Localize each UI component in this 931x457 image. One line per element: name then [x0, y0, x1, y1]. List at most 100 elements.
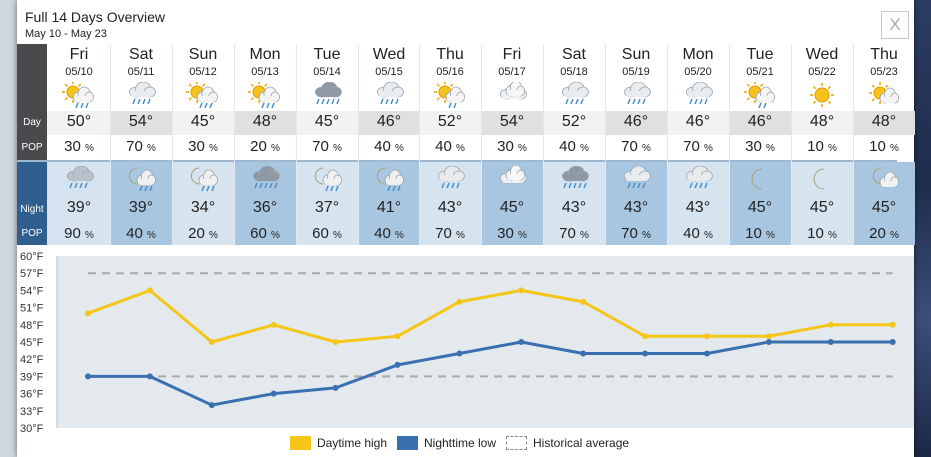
day-name: Fri — [69, 46, 89, 63]
night-pop: 10 % — [791, 225, 853, 242]
day-name: Sun — [188, 46, 218, 63]
cloud-rain-icon — [110, 81, 172, 108]
day-name: Mon — [682, 46, 714, 63]
day-date: 05/14 — [313, 66, 341, 78]
cloud-rain-icon — [685, 165, 713, 189]
day-highlight — [481, 111, 543, 135]
daytime-high-point — [85, 310, 91, 317]
day-pop-value: 10 — [869, 138, 886, 155]
day-name: Sat — [561, 46, 586, 63]
day-high-temp: 50° — [66, 113, 92, 130]
night-pop-value: 20 — [188, 225, 205, 242]
day-column — [605, 44, 667, 245]
night-low-temp: 45° — [809, 199, 835, 216]
daytime-high-point — [765, 333, 772, 340]
night-pop-value: 70 — [435, 225, 452, 242]
pop-unit: % — [703, 143, 713, 154]
night-pop: 70 % — [605, 225, 667, 242]
day-pop-value: 30 — [64, 138, 81, 155]
day-column — [853, 44, 915, 245]
pop-unit: % — [641, 143, 651, 154]
day-pop-value: 70 — [621, 138, 638, 155]
pop-unit: % — [455, 230, 465, 241]
y-tick-label: 48°F — [20, 320, 44, 332]
night-pop-value: 40 — [374, 225, 391, 242]
pop-unit: % — [517, 143, 527, 154]
night-pop-value: 10 — [745, 225, 762, 242]
night-low-temp: 39° — [128, 199, 154, 216]
cloud-rain-icon — [419, 165, 481, 192]
pop-unit: % — [517, 230, 527, 241]
night-pop-value: 70 — [559, 225, 576, 242]
pop-unit: % — [579, 230, 589, 241]
cloud-rain-icon — [605, 81, 667, 108]
daytime-high-point — [332, 339, 339, 345]
pop-unit: % — [579, 143, 589, 154]
partly-sunny-rain-icon — [48, 81, 110, 109]
pop-unit: % — [394, 143, 404, 154]
close-button[interactable]: X — [881, 11, 909, 39]
daytime-high-point — [456, 298, 463, 305]
night-low-temp: 41° — [376, 199, 402, 216]
night-pop: 10 % — [729, 225, 791, 242]
night-pop: 70 % — [543, 225, 605, 242]
legend-daytime-high: Daytime high — [290, 436, 387, 450]
moon-icon — [751, 168, 763, 190]
day-pop-value: 20 — [250, 138, 267, 155]
partly-sunny-rain-icon — [62, 81, 94, 109]
moon-cloud-icon — [872, 167, 900, 188]
day-highlight — [110, 111, 172, 135]
night-pop: 20 % — [853, 225, 915, 242]
pop-unit: % — [208, 230, 218, 241]
moon-cloud-rain-icon — [190, 167, 219, 192]
nighttime-low-point — [642, 350, 649, 357]
day-date: 05/22 — [808, 66, 836, 78]
day-name: Wed — [805, 46, 839, 63]
night-low-temp: 43° — [561, 199, 587, 216]
pop-unit: % — [84, 143, 94, 154]
day-pop: 10 % — [853, 138, 915, 155]
cloud-rain-icon — [358, 81, 420, 108]
daytime-high-line — [87, 288, 893, 344]
day-high-temp: 52° — [437, 113, 463, 130]
day-name: Wed — [372, 46, 406, 63]
cloud-rain-icon — [667, 81, 729, 108]
day-high-temp: 46° — [685, 113, 711, 130]
y-tick-label: 39°F — [20, 371, 44, 383]
day-high-temp: 48° — [252, 113, 278, 130]
cloud-rain-icon — [561, 81, 589, 105]
cloud-rain-icon — [685, 81, 713, 105]
day-name: Thu — [436, 46, 464, 63]
day-pop-value: 30 — [188, 138, 205, 155]
legend-label-daytime-high: Daytime high — [317, 436, 388, 450]
day-pop-value: 70 — [683, 138, 700, 155]
day-pop: 10 % — [791, 138, 853, 155]
night-low-temp: 39° — [66, 199, 92, 216]
night-low-temp: 37° — [314, 199, 340, 216]
partly-sunny-rain-icon — [234, 81, 296, 109]
row-label-night-pop: POP — [21, 228, 43, 239]
day-pop: 70 % — [296, 138, 358, 155]
night-low-temp: 45° — [499, 199, 525, 216]
heavy-rain-cloud-icon — [314, 81, 342, 105]
day-pop-value: 70 — [312, 138, 329, 155]
night-pop: 70 % — [419, 225, 481, 242]
night-pop: 40 % — [667, 225, 729, 242]
legend-historical-average: Historical average — [506, 436, 629, 450]
heavy-rain-cloud-icon — [561, 165, 589, 189]
nighttime-low-point — [518, 339, 525, 345]
day-column — [296, 44, 358, 245]
pop-unit: % — [146, 143, 156, 154]
sun-cloud-rain-icon — [434, 81, 466, 109]
day-date: 05/15 — [375, 66, 403, 78]
day-highlight — [729, 111, 791, 135]
rain-cloud-icon — [66, 165, 94, 189]
y-tick-label: 30°F — [20, 423, 44, 435]
day-high-temp: 48° — [809, 113, 835, 130]
pop-unit: % — [146, 230, 156, 241]
night-pop-value: 30 — [497, 225, 514, 242]
sun-icon — [791, 82, 853, 108]
dialog-title: Full 14 Days Overview — [25, 9, 166, 25]
night-pop: 20 % — [172, 225, 234, 242]
night-low-temp: 45° — [871, 199, 897, 216]
